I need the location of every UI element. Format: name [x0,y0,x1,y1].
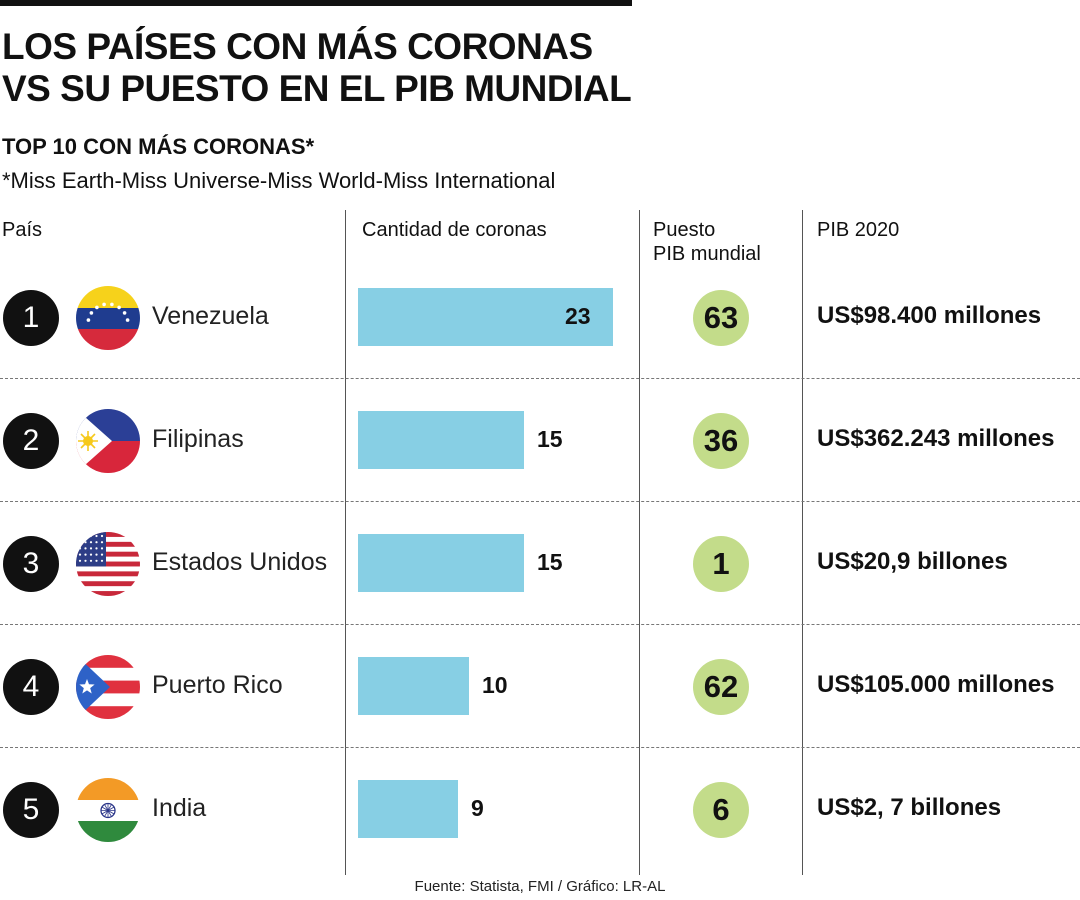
top-rule [0,0,632,6]
column-header-country: País [2,219,43,241]
position-badge: 3 [3,536,59,592]
title-line-1: LOS PAÍSES CON MÁS CORONAS [2,26,593,67]
crowns-value-label: 15 [537,549,563,575]
puerto-rico-flag-icon [76,655,140,719]
position-badge: 4 [3,659,59,715]
column-divider [802,210,803,875]
position-badge: 5 [3,782,59,838]
row-separator [0,378,1080,379]
crowns-bar [358,288,613,346]
column-header-gdp-rank: Puesto PIB mundial [653,218,761,266]
crowns-bar [358,534,524,592]
position-badge: 2 [3,413,59,469]
gdp-value: US$20,9 billones [817,548,1008,575]
source-credit: Fuente: Statista, FMI / Gráfico: LR-AL [414,878,666,895]
title-line-2: VS SU PUESTO EN EL PIB MUNDIAL [2,68,632,109]
gdp-rank-badge: 1 [693,536,749,592]
row-separator [0,624,1080,625]
row-separator [0,747,1080,748]
column-divider [345,210,346,875]
crowns-bar [358,780,458,838]
crowns-value-label: 10 [482,672,508,698]
philippines-flag-icon [76,409,140,473]
column-divider [639,210,640,875]
gdp-rank-badge: 36 [693,413,749,469]
column-header-gdp-rank-line2: PIB mundial [653,243,761,265]
crowns-value-label: 15 [537,426,563,452]
country-name: Filipinas [152,425,244,453]
position-badge: 1 [3,290,59,346]
india-flag-icon [76,778,140,842]
crowns-bar [358,657,469,715]
gdp-value: US$2, 7 billones [817,794,1002,821]
crowns-value-label: 23 [565,303,591,329]
crowns-bar [358,411,524,469]
chart-title: LOS PAÍSES CON MÁS CORONAS VS SU PUESTO … [2,26,702,110]
crowns-value-label: 9 [471,795,484,821]
row-separator [0,501,1080,502]
column-header-crowns: Cantidad de coronas [362,219,547,241]
footnote-contests: *Miss Earth-Miss Universe-Miss World-Mis… [2,168,556,193]
gdp-value: US$362.243 millones [817,425,1055,452]
gdp-rank-badge: 62 [693,659,749,715]
country-name: Estados Unidos [152,548,328,576]
gdp-rank-badge: 63 [693,290,749,346]
gdp-value: US$105.000 millones [817,671,1055,698]
venezuela-flag-icon [76,286,140,350]
gdp-value: US$98.400 millones [817,302,1042,329]
column-header-gdp: PIB 2020 [817,219,900,241]
column-header-gdp-rank-line1: Puesto [653,219,716,241]
chart-subtitle: TOP 10 CON MÁS CORONAS* [2,134,315,159]
usa-flag-icon [76,532,140,596]
country-name: India [152,794,207,822]
country-name: Venezuela [152,302,269,330]
country-name: Puerto Rico [152,671,283,699]
gdp-rank-badge: 6 [693,782,749,838]
